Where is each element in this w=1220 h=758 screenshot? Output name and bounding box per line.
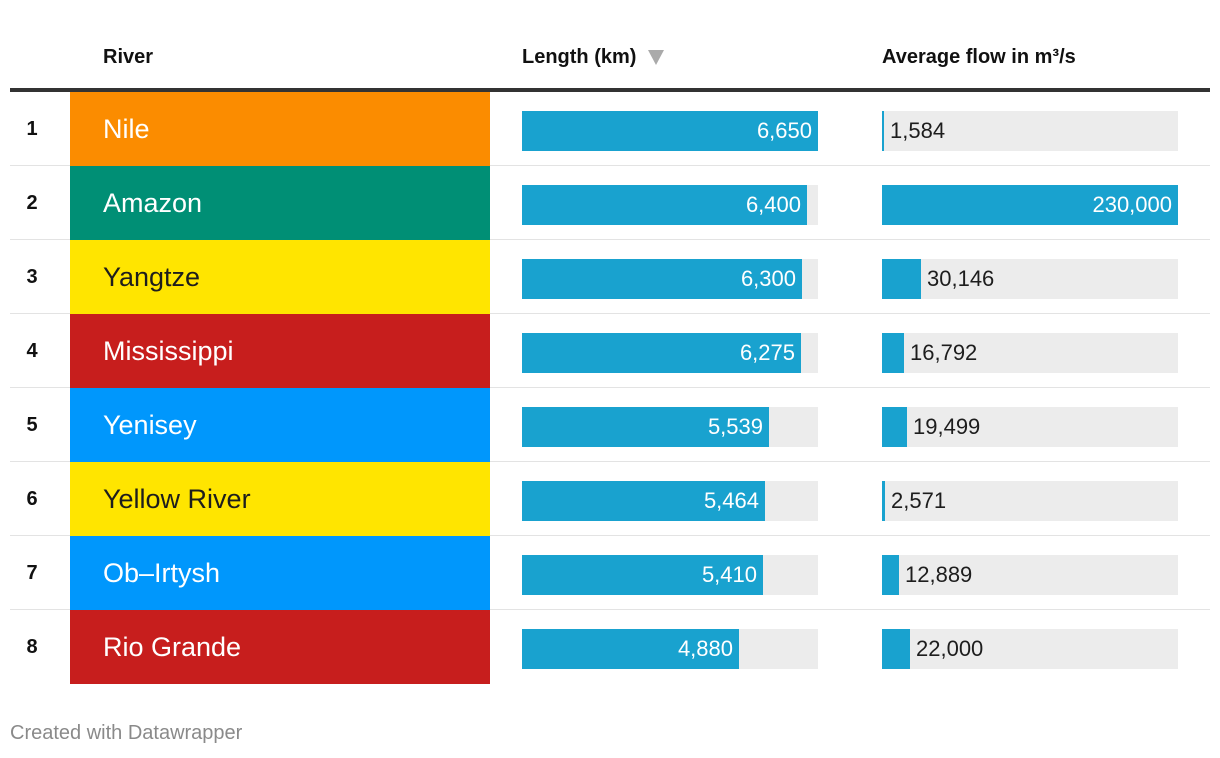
- flow-bar: [882, 259, 921, 299]
- river-cell: Yangtze: [70, 240, 490, 314]
- length-value: 5,464: [703, 488, 759, 513]
- river-name: Yenisey: [103, 410, 197, 440]
- length-track: 5,539: [522, 407, 818, 447]
- table-body: 1 Nile 6,650 1,584 2 Amazon 6,400 230,000 3 Yangt…: [10, 92, 1210, 684]
- river-name: Nile: [103, 114, 150, 144]
- rank-number: 8: [26, 636, 38, 658]
- table-row[interactable]: 7 Ob–Irtysh 5,410 12,889: [10, 536, 1210, 610]
- column-header-length[interactable]: Length (km): [522, 46, 665, 69]
- length-track: 5,464: [522, 481, 818, 521]
- river-cell: Mississippi: [70, 314, 490, 388]
- length-value: 5,539: [707, 414, 763, 439]
- length-value: 6,275: [739, 340, 795, 365]
- flow-value: 2,571: [891, 488, 947, 513]
- rivers-table: River Length (km) Average flow in m³/s 1…: [10, 0, 1210, 684]
- flow-track: 19,499: [882, 407, 1178, 447]
- flow-bar: [882, 185, 1178, 225]
- river-name: Mississippi: [103, 336, 234, 366]
- length-bar: [522, 333, 801, 373]
- length-bar: [522, 629, 739, 669]
- table-row[interactable]: 8 Rio Grande 4,880 22,000: [10, 610, 1210, 684]
- length-value: 6,400: [745, 192, 801, 217]
- length-track: 4,880: [522, 629, 818, 669]
- rank-number: 2: [26, 192, 38, 214]
- flow-bar: [882, 333, 904, 373]
- column-header-river[interactable]: River: [103, 46, 154, 68]
- table-row[interactable]: 4 Mississippi 6,275 16,792: [10, 314, 1210, 388]
- length-bar: [522, 407, 769, 447]
- flow-value: 19,499: [913, 414, 981, 439]
- table-header: River Length (km) Average flow in m³/s: [10, 0, 1210, 92]
- flow-bar: [882, 407, 907, 447]
- river-cell: Rio Grande: [70, 610, 490, 684]
- rank-number: 6: [26, 488, 38, 510]
- rank-number: 3: [26, 266, 38, 288]
- rank-number: 7: [26, 562, 38, 584]
- length-bar: [522, 111, 818, 151]
- length-track: 6,650: [522, 111, 818, 151]
- river-cell: Nile: [70, 92, 490, 166]
- flow-value: 12,889: [905, 562, 973, 587]
- flow-bar: [882, 629, 910, 669]
- length-bar: [522, 555, 763, 595]
- length-track: 6,300: [522, 259, 818, 299]
- flow-track: 12,889: [882, 555, 1178, 595]
- flow-track: 16,792: [882, 333, 1178, 373]
- rank-number: 1: [26, 118, 38, 140]
- length-track: 6,400: [522, 185, 818, 225]
- table-row[interactable]: 6 Yellow River 5,464 2,571: [10, 462, 1210, 536]
- rank-number: 4: [26, 340, 38, 362]
- sort-descending-icon[interactable]: [648, 50, 665, 66]
- flow-value: 22,000: [916, 636, 984, 661]
- river-name: Ob–Irtysh: [103, 558, 221, 588]
- length-bar: [522, 481, 765, 521]
- datawrapper-credit[interactable]: Created with Datawrapper: [10, 722, 243, 744]
- flow-bar: [882, 555, 899, 595]
- table-row[interactable]: 1 Nile 6,650 1,584: [10, 92, 1210, 166]
- river-name: Rio Grande: [103, 632, 242, 662]
- flow-bar: [882, 111, 884, 151]
- flow-value: 230,000: [1092, 192, 1172, 217]
- column-header-length-label: Length (km): [522, 46, 637, 68]
- length-value: 5,410: [701, 562, 757, 587]
- river-name: Amazon: [103, 188, 203, 218]
- river-name: Yangtze: [103, 262, 201, 292]
- length-value: 6,300: [740, 266, 796, 291]
- table-row[interactable]: 5 Yenisey 5,539 19,499: [10, 388, 1210, 462]
- table-row[interactable]: 2 Amazon 6,400 230,000: [10, 166, 1210, 240]
- column-header-flow[interactable]: Average flow in m³/s: [882, 46, 1076, 68]
- flow-track: 1,584: [882, 111, 1178, 151]
- flow-bar: [882, 481, 885, 521]
- flow-track: 2,571: [882, 481, 1178, 521]
- flow-value: 1,584: [890, 118, 946, 143]
- length-track: 6,275: [522, 333, 818, 373]
- length-value: 4,880: [677, 636, 733, 661]
- flow-value: 16,792: [910, 340, 978, 365]
- flow-value: 30,146: [927, 266, 995, 291]
- flow-track: 30,146: [882, 259, 1178, 299]
- rank-number: 5: [26, 414, 38, 436]
- river-cell: Yellow River: [70, 462, 490, 536]
- flow-track: 22,000: [882, 629, 1178, 669]
- table-row[interactable]: 3 Yangtze 6,300 30,146: [10, 240, 1210, 314]
- length-bar: [522, 259, 802, 299]
- river-cell: Ob–Irtysh: [70, 536, 490, 610]
- length-track: 5,410: [522, 555, 818, 595]
- river-name: Yellow River: [103, 484, 251, 514]
- river-cell: Amazon: [70, 166, 490, 240]
- river-cell: Yenisey: [70, 388, 490, 462]
- length-value: 6,650: [756, 118, 812, 143]
- flow-track: 230,000: [882, 185, 1178, 225]
- length-bar: [522, 185, 807, 225]
